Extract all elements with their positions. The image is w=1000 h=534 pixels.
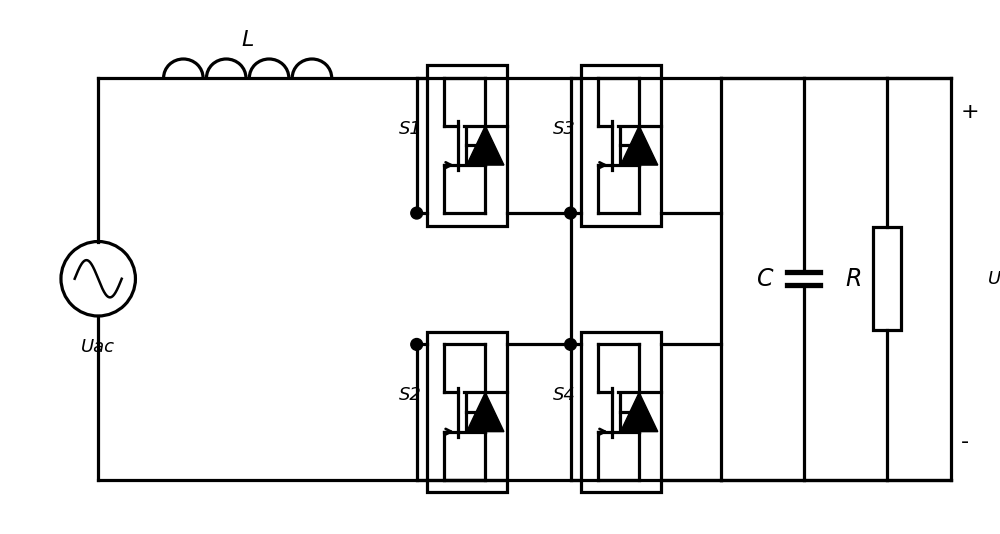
Polygon shape <box>467 392 504 431</box>
Text: S4: S4 <box>553 386 575 404</box>
Text: S3: S3 <box>553 120 575 138</box>
Polygon shape <box>467 126 504 165</box>
Bar <box>581 332 661 492</box>
Bar <box>873 227 901 330</box>
Circle shape <box>565 207 576 219</box>
Bar <box>427 332 507 492</box>
Text: S1: S1 <box>399 120 422 138</box>
Text: C: C <box>757 267 773 290</box>
Bar <box>427 65 507 226</box>
Text: -: - <box>961 433 969 452</box>
Text: S2: S2 <box>399 386 422 404</box>
Circle shape <box>411 207 423 219</box>
Circle shape <box>565 339 576 350</box>
Text: R: R <box>845 267 862 290</box>
Polygon shape <box>621 392 658 431</box>
Text: Uac: Uac <box>81 337 115 356</box>
Bar <box>581 65 661 226</box>
Text: Udc: Udc <box>988 270 1000 288</box>
Text: +: + <box>961 102 979 122</box>
Circle shape <box>411 339 423 350</box>
Text: L: L <box>241 30 254 50</box>
Polygon shape <box>621 126 658 165</box>
